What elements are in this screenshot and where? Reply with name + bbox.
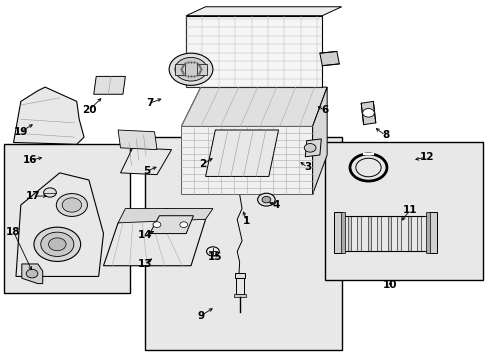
- Polygon shape: [197, 64, 206, 75]
- Circle shape: [153, 222, 161, 228]
- Text: 7: 7: [146, 98, 153, 108]
- Polygon shape: [118, 130, 157, 150]
- Bar: [396, 216, 401, 251]
- Bar: [336, 216, 341, 251]
- Bar: [427, 216, 430, 251]
- Polygon shape: [312, 87, 326, 194]
- Polygon shape: [234, 294, 245, 297]
- Circle shape: [169, 53, 212, 85]
- Bar: [234, 273, 245, 278]
- Bar: [416, 216, 421, 251]
- Polygon shape: [305, 139, 321, 157]
- Circle shape: [26, 269, 38, 278]
- Circle shape: [48, 238, 66, 251]
- Bar: [428, 212, 436, 253]
- Circle shape: [206, 247, 219, 256]
- Text: 15: 15: [208, 252, 222, 262]
- Polygon shape: [120, 148, 171, 175]
- Text: 14: 14: [137, 230, 152, 240]
- Text: 5: 5: [143, 166, 151, 176]
- Polygon shape: [181, 87, 326, 126]
- Bar: [407, 216, 410, 251]
- Bar: [4, 144, 130, 293]
- Bar: [144, 137, 341, 350]
- Text: 9: 9: [197, 311, 204, 321]
- Polygon shape: [319, 51, 339, 66]
- Circle shape: [43, 188, 56, 197]
- Polygon shape: [186, 16, 322, 87]
- Bar: [347, 216, 350, 251]
- Bar: [235, 278, 244, 294]
- Text: 20: 20: [81, 105, 96, 115]
- Polygon shape: [181, 126, 312, 194]
- Polygon shape: [175, 64, 185, 75]
- Circle shape: [175, 58, 206, 81]
- Circle shape: [62, 198, 81, 212]
- Circle shape: [304, 144, 315, 152]
- Text: 17: 17: [26, 191, 40, 201]
- Text: 2: 2: [199, 159, 206, 169]
- Bar: [324, 143, 482, 280]
- Circle shape: [41, 232, 74, 256]
- Polygon shape: [22, 264, 42, 284]
- Circle shape: [34, 227, 81, 261]
- Text: 4: 4: [272, 200, 279, 210]
- Polygon shape: [361, 102, 375, 125]
- Text: 1: 1: [243, 216, 250, 226]
- Bar: [376, 216, 381, 251]
- Polygon shape: [14, 87, 84, 144]
- Polygon shape: [149, 216, 193, 234]
- Polygon shape: [186, 7, 341, 16]
- Text: 8: 8: [381, 130, 388, 140]
- Text: 16: 16: [23, 156, 38, 165]
- Bar: [356, 216, 361, 251]
- Text: 10: 10: [382, 280, 397, 291]
- Text: 18: 18: [6, 227, 21, 237]
- Text: 6: 6: [321, 105, 327, 115]
- Text: 13: 13: [137, 259, 152, 269]
- Bar: [367, 216, 370, 251]
- Text: 19: 19: [14, 127, 28, 137]
- Text: 3: 3: [304, 162, 311, 172]
- Circle shape: [180, 222, 187, 228]
- Polygon shape: [205, 130, 278, 176]
- Bar: [340, 212, 344, 253]
- Circle shape: [362, 109, 373, 117]
- Bar: [387, 216, 390, 251]
- Text: 12: 12: [419, 152, 433, 162]
- Circle shape: [56, 194, 87, 216]
- Polygon shape: [103, 208, 205, 266]
- Text: 11: 11: [402, 205, 416, 215]
- Circle shape: [257, 193, 275, 206]
- Bar: [334, 212, 341, 253]
- Polygon shape: [94, 76, 125, 94]
- Bar: [426, 212, 429, 253]
- Polygon shape: [118, 208, 212, 223]
- Circle shape: [262, 197, 270, 203]
- Polygon shape: [16, 173, 103, 276]
